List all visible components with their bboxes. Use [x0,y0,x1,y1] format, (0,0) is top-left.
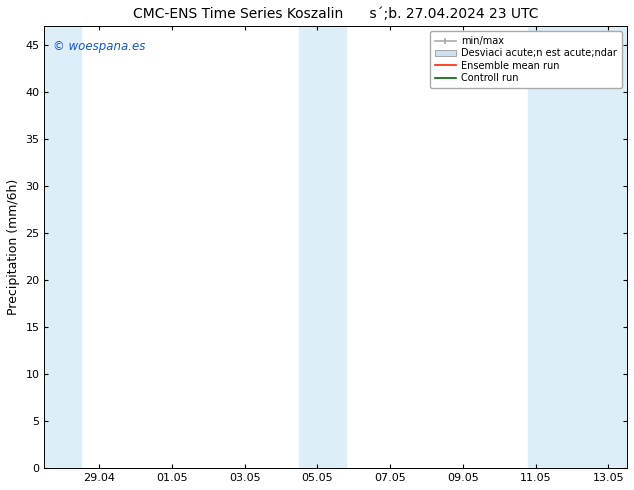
Text: © woespana.es: © woespana.es [53,40,146,52]
Bar [44,26,81,468]
Legend: min/max, Desviaci acute;n est acute;ndar, Ensemble mean run, Controll run: min/max, Desviaci acute;n est acute;ndar… [430,31,622,88]
Y-axis label: Precipitation (mm/6h): Precipitation (mm/6h) [7,179,20,316]
Bar [299,26,346,468]
Title: CMC-ENS Time Series Koszalin      s´;b. 27.04.2024 23 UTC: CMC-ENS Time Series Koszalin s´;b. 27.04… [133,7,538,21]
Bar [528,26,626,468]
